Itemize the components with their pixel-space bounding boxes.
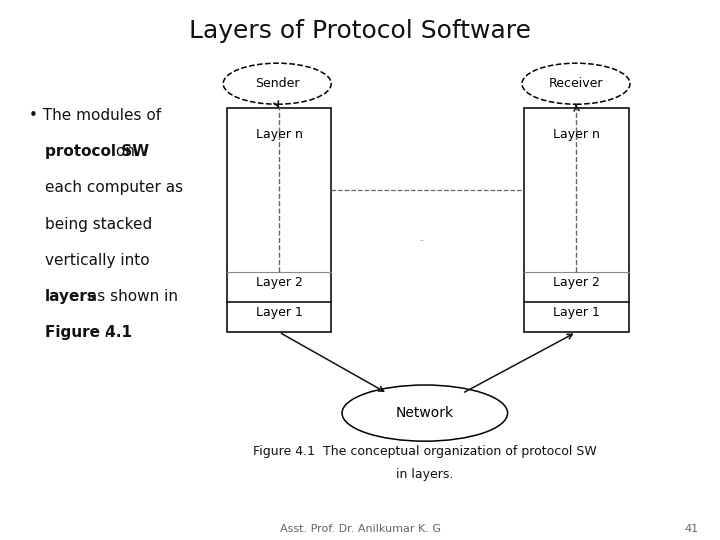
Text: as shown in: as shown in [83, 289, 178, 304]
Text: vertically into: vertically into [45, 253, 149, 268]
Text: Layers of Protocol Software: Layers of Protocol Software [189, 19, 531, 43]
Text: Layer 1: Layer 1 [553, 306, 600, 319]
Text: Asst. Prof. Dr. Anilkumar K. G: Asst. Prof. Dr. Anilkumar K. G [279, 523, 441, 534]
Text: on: on [111, 144, 135, 159]
Text: Layer 2: Layer 2 [553, 276, 600, 289]
Text: Layer n: Layer n [256, 127, 302, 140]
Text: in layers.: in layers. [396, 468, 454, 481]
Text: Figure 4.1  The conceptual organization of protocol SW: Figure 4.1 The conceptual organization o… [253, 446, 597, 458]
Text: Layer n: Layer n [553, 127, 600, 140]
Text: .: . [104, 325, 109, 340]
Text: each computer as: each computer as [45, 180, 183, 195]
Text: protocol SW: protocol SW [45, 144, 149, 159]
Text: Layer 2: Layer 2 [256, 276, 302, 289]
Text: • The modules of: • The modules of [29, 108, 161, 123]
Ellipse shape [223, 63, 331, 104]
Text: Figure 4.1: Figure 4.1 [45, 325, 132, 340]
Text: layers: layers [45, 289, 96, 304]
Text: Layer 1: Layer 1 [256, 306, 302, 319]
Text: 41: 41 [684, 523, 698, 534]
Text: being stacked: being stacked [45, 217, 152, 232]
Bar [524, 108, 629, 332]
Text: Sender: Sender [255, 77, 300, 90]
Ellipse shape [342, 385, 508, 441]
Ellipse shape [522, 63, 630, 104]
Text: Receiver: Receiver [549, 77, 603, 90]
Text: -: - [419, 235, 423, 245]
Text: Network: Network [396, 406, 454, 420]
Bar [227, 108, 331, 332]
